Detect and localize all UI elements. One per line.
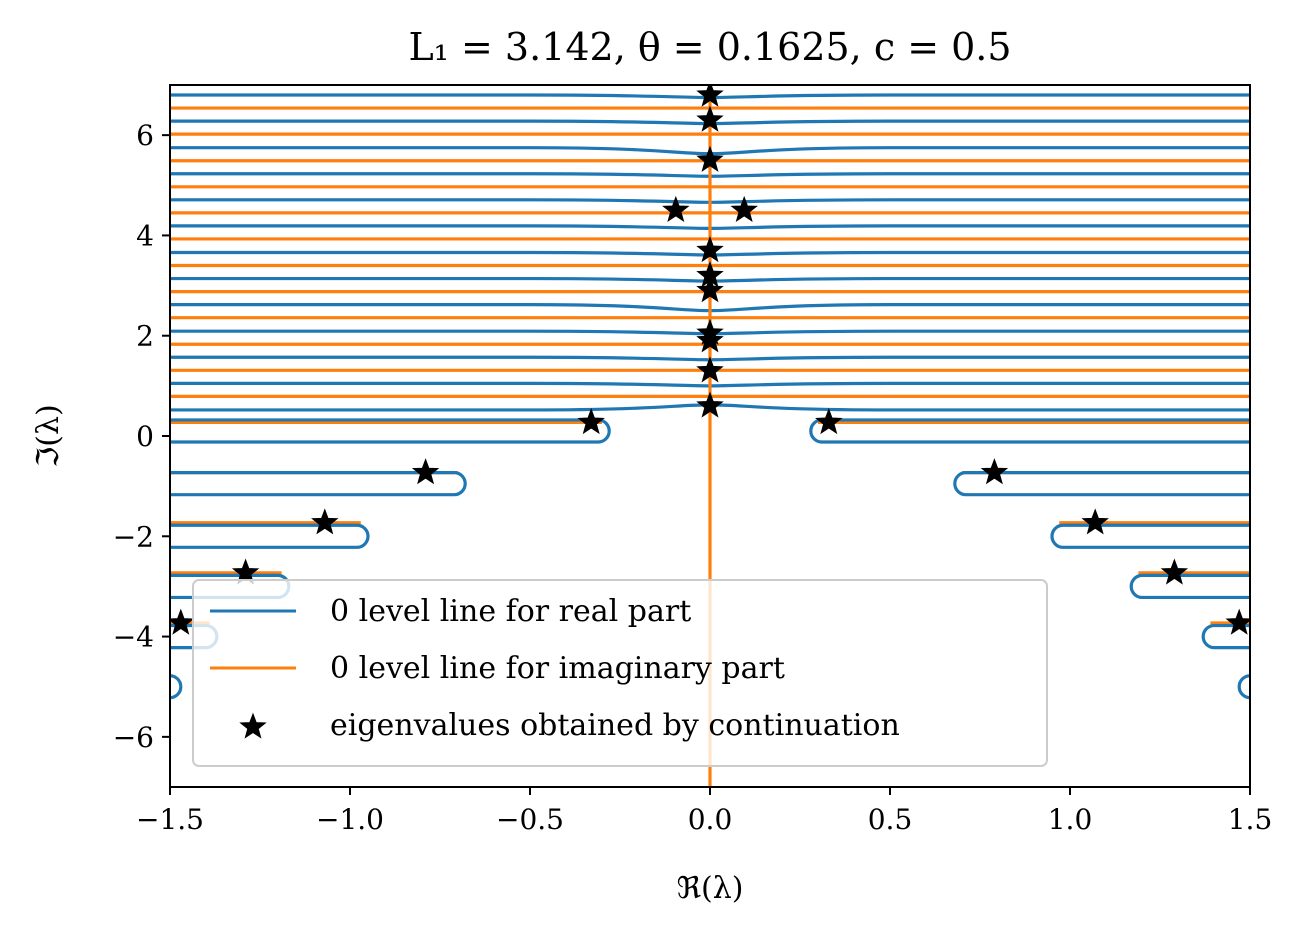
eigenvalue-star bbox=[696, 391, 724, 418]
y-tick-label: −4 bbox=[113, 621, 154, 654]
eigenvalue-star bbox=[696, 356, 724, 383]
eigenvalue-star bbox=[730, 195, 758, 223]
eigenvalue-star bbox=[1081, 508, 1109, 535]
y-tick-label: 2 bbox=[136, 320, 154, 353]
real-loop-right bbox=[1201, 623, 1250, 650]
y-axis-label: ℑ(λ) bbox=[31, 404, 66, 467]
legend-star-marker bbox=[239, 712, 267, 739]
eigenvalue-star bbox=[1160, 558, 1189, 585]
eigenvalue-star bbox=[311, 508, 339, 535]
legend-box bbox=[192, 579, 1048, 767]
y-axis: −6 −4 −2 0 2 4 6 bbox=[113, 119, 170, 754]
x-tick-label: 1.5 bbox=[1228, 803, 1273, 836]
x-tick-label: −1.0 bbox=[316, 803, 384, 836]
eigenvalue-star bbox=[411, 458, 440, 485]
y-tick-label: −6 bbox=[113, 721, 154, 754]
legend-imag-label: 0 level line for imaginary part bbox=[330, 651, 785, 686]
real-loop-left bbox=[170, 523, 370, 549]
legend: 0 level line for real part 0 level line … bbox=[192, 579, 1048, 767]
real-loop-right bbox=[953, 471, 1250, 497]
real-loop-right bbox=[1237, 674, 1250, 700]
eigenvalue-star bbox=[980, 458, 1009, 485]
eigenvalue-star bbox=[815, 408, 843, 435]
x-tick-label: −1.5 bbox=[136, 803, 204, 836]
x-tick-label: −0.5 bbox=[496, 803, 564, 836]
x-axis-label: ℜ(λ) bbox=[677, 871, 744, 906]
legend-eigen-label: eigenvalues obtained by continuation bbox=[330, 708, 900, 743]
eigenvalue-star bbox=[696, 85, 724, 107]
y-tick-label: 6 bbox=[136, 119, 154, 152]
plot-area bbox=[170, 85, 1250, 787]
legend-real-label: 0 level line for real part bbox=[330, 594, 691, 629]
eigenvalue-star bbox=[1225, 608, 1250, 635]
eigenvalue-star bbox=[662, 195, 690, 223]
eigenvalue-star bbox=[231, 558, 260, 585]
x-tick-label: 1.0 bbox=[1048, 803, 1093, 836]
chart-title: L₁ = 3.142, θ = 0.1625, c = 0.5 bbox=[408, 25, 1011, 69]
x-tick-label: 0.0 bbox=[688, 803, 733, 836]
eigenvalue-star bbox=[696, 276, 724, 303]
real-loop-left bbox=[170, 674, 183, 700]
eigenvalue-star bbox=[696, 326, 724, 353]
eigenvalue-star bbox=[170, 608, 195, 635]
x-axis: −1.5 −1.0 −0.5 0.0 0.5 1.0 1.5 bbox=[136, 787, 1272, 836]
eigenvalue-star bbox=[577, 408, 605, 435]
x-tick-label: 0.5 bbox=[868, 803, 913, 836]
y-tick-label: 0 bbox=[136, 420, 154, 453]
real-loop-left bbox=[170, 471, 467, 497]
eigenvalue-star bbox=[696, 105, 724, 132]
real-loop-right bbox=[1129, 573, 1250, 600]
real-loop-right bbox=[1050, 523, 1250, 549]
eigenvalue-star bbox=[696, 145, 724, 172]
y-tick-label: −2 bbox=[113, 520, 154, 553]
eigenvalue-star bbox=[696, 236, 724, 263]
y-tick-label: 4 bbox=[136, 219, 154, 252]
